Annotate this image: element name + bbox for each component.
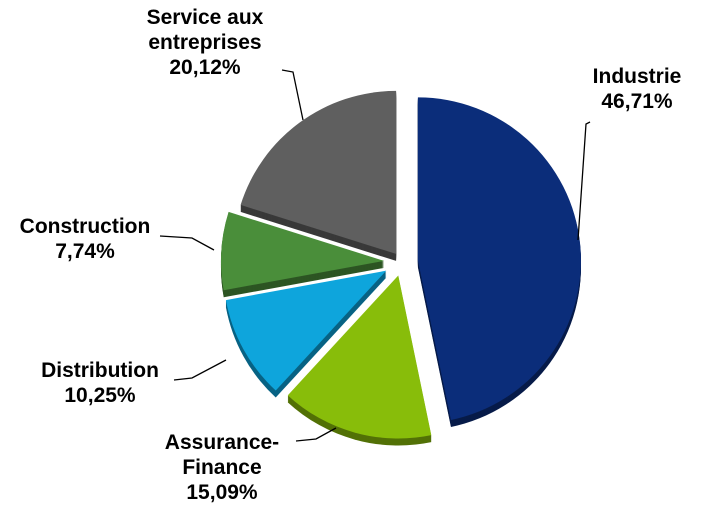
value-label: 7,74% xyxy=(55,240,115,263)
category-label: Assurance-Finance xyxy=(164,431,280,479)
category-label: Construction xyxy=(19,215,151,238)
category-label: Service aux entreprises xyxy=(146,6,264,54)
slice-label: Service aux entreprises 20,12% xyxy=(120,5,290,80)
slice-label: Industrie 46,71% xyxy=(582,64,692,114)
category-label: Industrie xyxy=(592,65,682,88)
slice xyxy=(417,97,581,420)
slice xyxy=(240,90,397,254)
slice xyxy=(221,211,385,291)
slice xyxy=(225,270,387,391)
value-label: 46,71% xyxy=(601,90,673,113)
leader-line xyxy=(577,121,591,241)
category-label: Distribution xyxy=(41,359,159,382)
value-label: 15,09% xyxy=(186,481,258,504)
slice-label: Assurance-Finance 15,09% xyxy=(137,430,307,505)
leader-line xyxy=(173,359,227,381)
leader-line xyxy=(159,235,215,251)
value-label: 20,12% xyxy=(169,56,241,79)
slice xyxy=(287,275,432,439)
slice-label: Construction 7,74% xyxy=(0,214,175,264)
slices xyxy=(221,90,581,446)
leader-line xyxy=(295,427,337,442)
value-label: 10,25% xyxy=(64,384,136,407)
slice-label: Distribution 10,25% xyxy=(15,358,185,408)
leader-line xyxy=(281,69,304,121)
